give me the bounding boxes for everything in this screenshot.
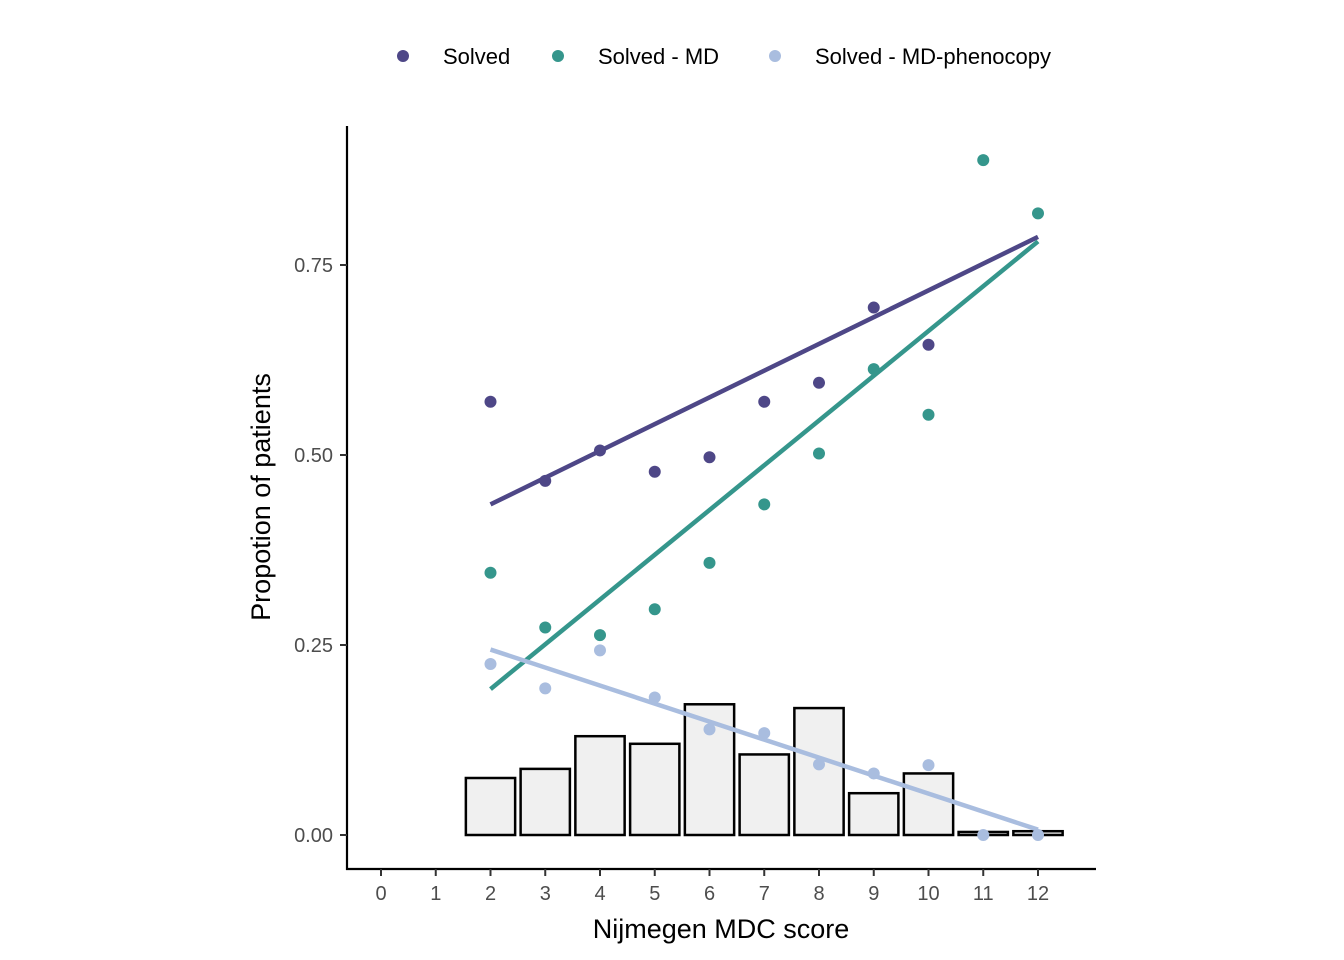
y-tick-label-2: 0.50 <box>294 445 333 467</box>
point-series-0-x10 <box>922 338 935 351</box>
point-series-2-x11 <box>977 829 990 841</box>
point-series-1-x3 <box>539 621 552 634</box>
x-tick-label-7: 7 <box>759 883 770 905</box>
x-axis-title: Nijmegen MDC score <box>593 914 850 944</box>
histogram-bar-4 <box>574 734 626 837</box>
point-series-1-x10 <box>922 408 935 421</box>
point-series-2-x3 <box>539 682 552 695</box>
y-tick-label-1: 0.25 <box>294 635 333 657</box>
histogram-bars <box>464 703 1064 837</box>
point-series-2-x9 <box>867 767 880 780</box>
histogram-bar-3 <box>519 767 572 837</box>
point-series-2-x7 <box>758 727 771 740</box>
point-series-1-x4 <box>594 629 606 642</box>
x-tick-label-4: 4 <box>594 883 605 905</box>
y-axis-title: Propotion of patients <box>246 373 276 621</box>
point-series-2-x6 <box>703 723 716 736</box>
trend-line-series-0 <box>489 234 1039 507</box>
x-tick-label-3: 3 <box>540 883 551 905</box>
data-points <box>484 154 1044 841</box>
legend-key-series-1 <box>552 50 564 62</box>
y-tick-label-3: 0.75 <box>294 255 333 277</box>
histogram-bar-8 <box>793 706 845 837</box>
point-series-1-x6 <box>703 556 716 569</box>
point-series-0-x3 <box>539 474 552 487</box>
point-series-1-x8 <box>813 447 825 460</box>
point-series-1-x9 <box>867 363 880 376</box>
point-series-1-x5 <box>648 603 661 616</box>
point-series-1-x7 <box>758 498 771 511</box>
histogram-bar-7 <box>738 753 791 837</box>
legend-label-series-0: Solved <box>443 44 510 69</box>
histogram-bar-9 <box>847 791 900 837</box>
legend-label-series-1: Solved - MD <box>598 44 719 69</box>
point-series-0-x9 <box>867 301 880 314</box>
legend-label-series-2: Solved - MD-phenocopy <box>815 44 1051 69</box>
histogram-bar-5 <box>628 742 681 837</box>
point-series-1-x2 <box>484 566 497 579</box>
trend-lines <box>489 234 1040 832</box>
x-tick-label-11: 11 <box>973 883 994 905</box>
legend-key-series-2 <box>769 50 781 62</box>
point-series-0-x4 <box>594 444 606 457</box>
legend-key-series-0 <box>397 50 409 62</box>
x-tick-label-0: 0 <box>375 883 386 905</box>
x-tick-label-12: 12 <box>1027 883 1049 905</box>
axes: 0 1 2 3 4 5 6 7 8 9 10 11 120.000.250.500.75 <box>294 126 1096 905</box>
trend-line-series-1 <box>489 239 1040 691</box>
trend-line-series-2 <box>489 647 1039 832</box>
point-series-2-x8 <box>813 758 825 771</box>
histogram-bar-10 <box>902 772 955 837</box>
point-series-2-x2 <box>484 658 497 670</box>
x-tick-label-9: 9 <box>868 883 879 905</box>
x-tick-label-10: 10 <box>917 883 939 905</box>
point-series-0-x7 <box>758 395 771 408</box>
y-tick-label-0: 0.00 <box>294 825 333 847</box>
point-series-0-x8 <box>813 376 825 389</box>
point-series-0-x2 <box>484 395 497 408</box>
x-tick-label-6: 6 <box>704 883 715 905</box>
x-tick-label-5: 5 <box>649 883 660 905</box>
histogram-bar-2 <box>464 776 517 837</box>
point-series-0-x6 <box>703 451 716 464</box>
x-tick-label-2: 2 <box>485 883 496 905</box>
point-series-2-x5 <box>648 691 661 704</box>
point-series-2-x12 <box>1032 829 1044 841</box>
point-series-1-x11 <box>977 154 990 167</box>
point-series-2-x4 <box>594 644 606 657</box>
point-series-0-x5 <box>648 465 661 478</box>
point-series-2-x10 <box>922 759 935 772</box>
x-tick-label-1: 1 <box>430 883 441 905</box>
legend: Solved Solved - MD Solved - MD-phenocopy <box>397 44 1051 69</box>
point-series-1-x12 <box>1032 207 1044 220</box>
x-tick-label-8: 8 <box>813 883 824 905</box>
